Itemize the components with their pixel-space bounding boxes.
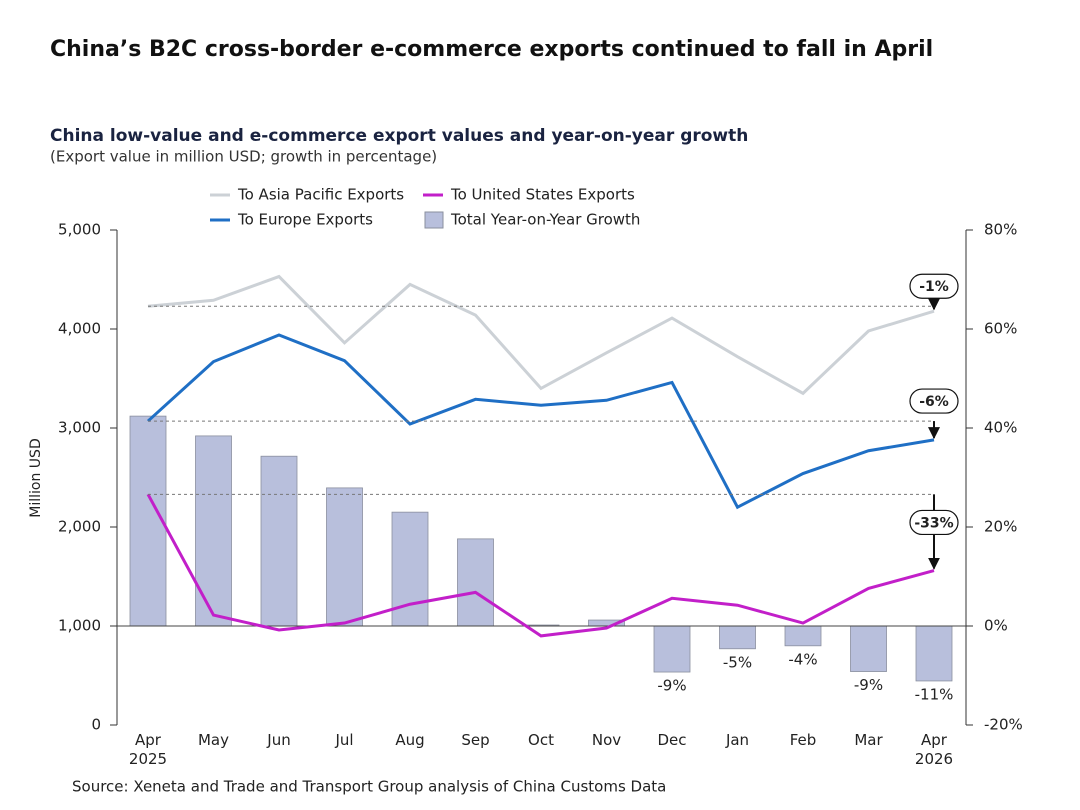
x-tick-label: Apr 2026 (914, 731, 954, 768)
y-axis-title: Million USD (28, 438, 44, 517)
x-tick-label: May (197, 731, 229, 749)
bar-value-label: -9% (854, 676, 883, 694)
x-tick-label: Feb (789, 731, 817, 749)
x-tick-label: Aug (395, 731, 425, 749)
y2-tick-label: -20% (984, 716, 1023, 734)
source: Source: Xeneta and Trade and Transport G… (72, 778, 666, 796)
bar (326, 487, 363, 627)
legend-label: To United States Exports (450, 186, 635, 204)
line-series (146, 493, 935, 638)
y-tick-label: 5,000 (58, 221, 101, 239)
bar (260, 455, 298, 627)
y2-tick-label: 20% (984, 518, 1017, 536)
x-tick-label: Jun (267, 731, 291, 749)
y-tick-label: 3,000 (58, 419, 101, 437)
bar-value-label: -4% (788, 650, 817, 668)
bar (719, 625, 756, 650)
bar (457, 538, 494, 627)
bar (653, 625, 691, 673)
bar-value-label: -11% (915, 685, 954, 703)
x-tick-label: Jul (335, 731, 354, 749)
x-tick-label: Nov (591, 731, 622, 749)
line-series (147, 274, 935, 396)
chart-title: China’s B2C cross-border e-commerce expo… (50, 37, 933, 62)
x-tick-label: Oct (528, 731, 554, 749)
bar-value-label: -9% (657, 677, 686, 695)
bar-value-label: -5% (723, 653, 752, 671)
annotation: -33% (914, 515, 953, 531)
y2-tick-label: 0% (984, 617, 1008, 635)
y2-tick-label: 80% (984, 221, 1017, 239)
x-tick-label: Dec (657, 731, 687, 749)
bar (784, 625, 822, 647)
x-tick-label: Jan (725, 731, 750, 749)
line-series (146, 333, 935, 510)
y-tick-label: 4,000 (58, 320, 101, 338)
legend-label: To Europe Exports (237, 211, 373, 229)
y-tick-label: 2,000 (58, 518, 101, 536)
bar (915, 625, 953, 682)
legend-swatch (424, 211, 444, 229)
bar (850, 625, 887, 672)
chart-note: (Export value in million USD; growth in … (50, 148, 437, 166)
chart-subtitle: China low-value and e-commerce export va… (50, 126, 748, 146)
annotation-bubble (909, 509, 959, 536)
legend-label: To Asia Pacific Exports (237, 186, 404, 204)
annotation: -1% (919, 279, 949, 295)
x-tick-label: Apr 2025 (128, 731, 168, 768)
bar (195, 435, 232, 627)
y2-tick-label: 40% (984, 419, 1017, 437)
annotation-bubble (909, 273, 959, 299)
x-tick-label: Sep (461, 731, 490, 749)
bar (129, 415, 167, 627)
annotation: -6% (919, 394, 949, 410)
y-tick-label: 0 (91, 716, 101, 734)
y2-tick-label: 60% (984, 320, 1017, 338)
y-tick-label: 1,000 (58, 617, 101, 635)
legend-label: Total Year-on-Year Growth (450, 211, 640, 229)
x-tick-label: Mar (854, 731, 883, 749)
annotation-bubble (909, 388, 959, 414)
